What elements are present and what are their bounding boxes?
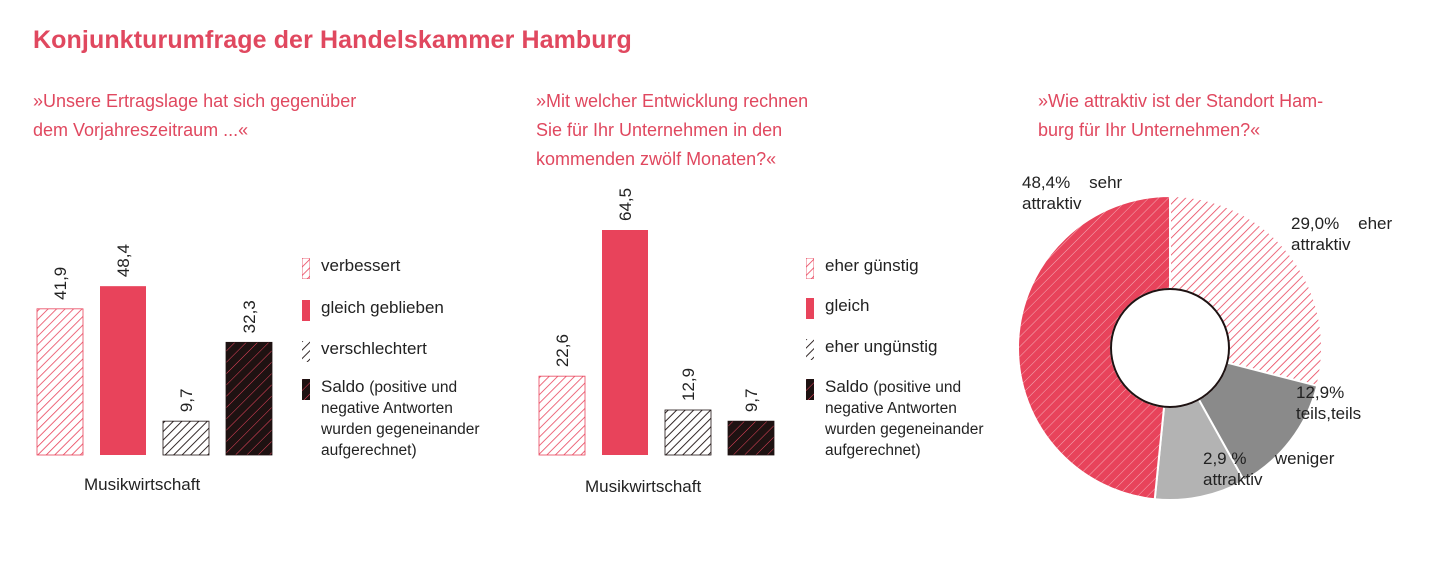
bar-saldo [225, 341, 273, 456]
swatch-red [806, 298, 814, 319]
bar-value-label: 9,7 [177, 389, 196, 413]
bar-gleich-geblieben [100, 286, 146, 455]
swatch-hatch-dark [806, 379, 814, 400]
legend-label: eher günstig [825, 256, 919, 275]
bar-chart-ertragslage: 41,9 48,4 9,7 32,3 [36, 244, 273, 456]
bar-eher-ungünstig [664, 409, 712, 456]
donut-hole [1110, 288, 1230, 408]
pie-label-sehr-attraktiv: 48,4% sehr attraktiv [1022, 173, 1123, 213]
legend-label: gleich geblieben [321, 298, 444, 317]
swatch-hatch-pink [301, 257, 311, 280]
bar-value-label: 9,7 [742, 389, 761, 413]
legend-label: verschlechtert [321, 339, 427, 358]
category-label-ertragslage: Musikwirtschaft [84, 475, 201, 494]
pie-label-weniger-attraktiv: 2,9 % weniger attraktiv [1203, 449, 1335, 489]
bar-value-label: 12,9 [679, 368, 698, 401]
legend-label: eher ungünstig [825, 337, 938, 356]
bar-eher-günstig [538, 375, 586, 456]
bar-verbessert [36, 308, 84, 456]
swatch-hatch-black [302, 341, 310, 362]
pie-label-eher-attraktiv: 29,0% eher attraktiv [1291, 214, 1393, 254]
bar-gleich [602, 230, 648, 455]
category-label-entwicklung: Musikwirtschaft [585, 477, 702, 496]
bar-saldo [727, 420, 775, 456]
swatch-hatch-dark [302, 379, 310, 400]
legend-label-saldo: Saldo (positive und negative Antworten w… [825, 377, 984, 459]
donut-chart-standort [1017, 194, 1323, 501]
question-ertragslage: »Unsere Ertragslage hat sich gegenüber d… [33, 91, 357, 140]
legend-label: gleich [825, 296, 870, 315]
swatch-hatch-black [806, 339, 814, 360]
legend-label-saldo: Saldo (positive und negative Antworten w… [321, 377, 480, 459]
bar-value-label: 22,6 [553, 334, 572, 367]
bar-chart-entwicklung: 22,6 64,5 12,9 9,7 [538, 188, 775, 456]
bar-value-label: 48,4 [114, 244, 133, 277]
question-standort: »Wie attraktiv ist der Standort Ham- bur… [1038, 91, 1324, 140]
swatch-red [302, 300, 310, 321]
bar-verschlechtert [162, 420, 210, 456]
bar-value-label: 64,5 [616, 188, 635, 221]
bar-value-label: 32,3 [240, 300, 259, 333]
swatch-hatch-pink [805, 257, 815, 280]
question-entwicklung: »Mit welcher Entwicklung rechnen Sie für… [536, 91, 809, 169]
bar-value-label: 41,9 [51, 267, 70, 300]
legend-label: verbessert [321, 256, 401, 275]
pie-label-teils-teils: 12,9% teils,teils [1296, 383, 1362, 423]
main-title: Konjunkturumfrage der Handelskammer Hamb… [33, 26, 632, 54]
